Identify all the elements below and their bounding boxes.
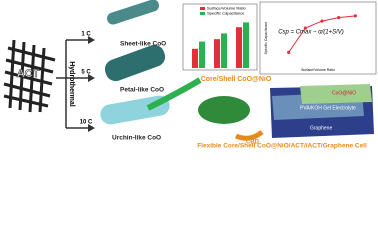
device [270,84,374,138]
green-arrow [146,77,202,111]
orange-arrow [235,130,264,141]
step-label: 10 C [80,120,93,126]
device-caption: Flexible Core/Shell CoO@NiO/ACT//ACT/Gra… [197,143,367,150]
layer-2: PVA/KOH Gel Electrolyte [300,105,356,111]
act-cloth [3,39,56,113]
coated-rod [198,96,250,124]
legend-swatch [200,12,205,15]
morphology-label: Urchin-like CoO [112,135,161,142]
legend-label: Surface/Volume Ratio [207,6,246,11]
bar [236,27,242,68]
legend-swatch [200,7,205,10]
step-label: 1 C [81,32,91,38]
bar [214,39,220,68]
morphology-label: Sheet-like CoO [120,41,166,48]
point [337,16,341,20]
layer-1: CoO@NiO [332,90,356,96]
arrow-heads [88,36,95,132]
bar [243,22,249,68]
x-axis-label: Surface/Volume Ratio [301,68,335,72]
line-chart-frame [259,1,377,75]
layer-3: Graphene [310,125,332,131]
legend-label: Specific Capacitance [207,11,245,16]
point [353,14,357,18]
step-label: 5 C [81,70,91,76]
point [303,26,307,30]
morphology-label: Petal-like CoO [120,87,164,94]
point [320,19,324,23]
bar [192,48,198,68]
center-label: Core/Shell CoO@NiO [201,76,272,83]
bar [221,33,227,68]
cbd-label: CBD [246,140,260,146]
graphical-abstract: ACT Hydrothermal CBD Surface/Volume Rati… [3,0,377,150]
branch-lines [56,39,92,129]
bar [199,41,205,68]
act-label: ACT [17,68,40,80]
rods [100,0,170,125]
y-axis-label: Specific Capacitance [264,22,268,55]
point [287,50,291,55]
process-label: Hydrothermal [68,61,75,107]
formula: Csp = Cmax − α/(1+S/V) [278,30,344,36]
